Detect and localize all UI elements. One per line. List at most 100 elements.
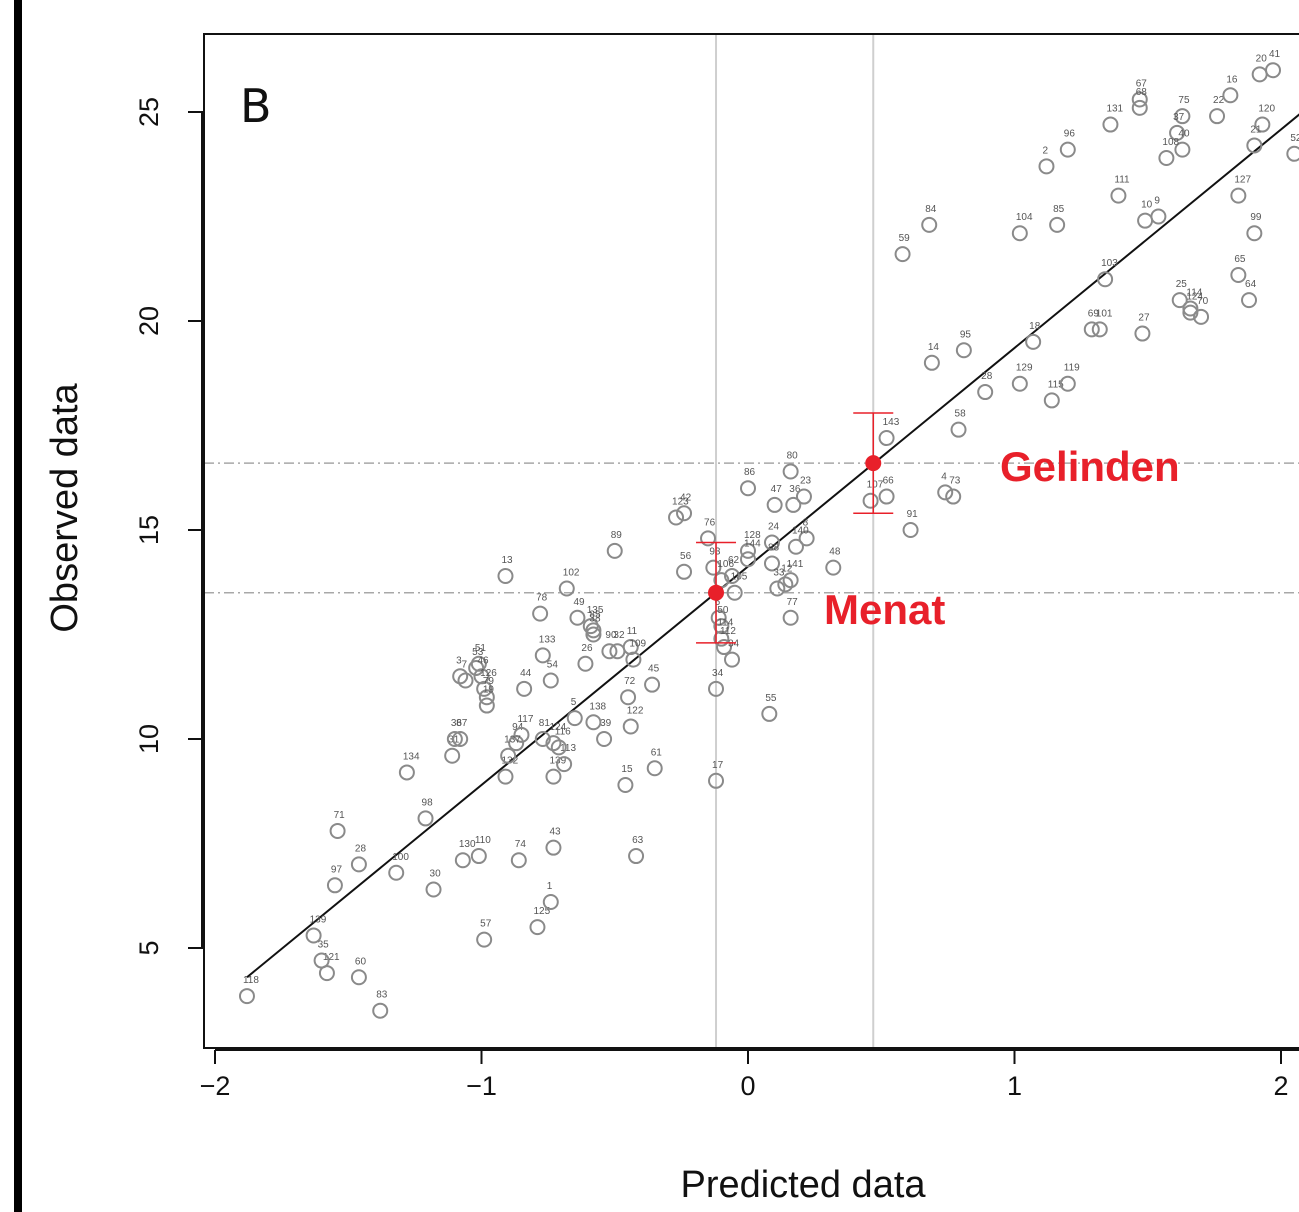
point-label-4: 4	[941, 471, 947, 482]
point-49	[569, 609, 586, 626]
highlight-point-menat	[708, 584, 725, 601]
point-label-2: 2	[1042, 145, 1048, 156]
point-42	[676, 505, 693, 522]
highlight-label-gelinden: Gelinden	[1000, 443, 1180, 490]
point-label-54: 54	[547, 659, 559, 670]
point-36	[446, 731, 463, 747]
y-tick-label-15: 15	[134, 515, 164, 545]
point-59	[894, 246, 911, 263]
y-tick-label-20: 20	[134, 306, 164, 336]
y-axis: 5 10 15 20 25	[134, 97, 204, 956]
point-45	[644, 676, 661, 693]
point-label-106: 106	[717, 559, 734, 570]
point-111	[1110, 187, 1127, 204]
point-label-121: 121	[323, 952, 340, 963]
point-97	[326, 877, 343, 894]
point-102	[558, 580, 575, 597]
point-label-138: 138	[589, 701, 606, 712]
point-label-101: 101	[1096, 308, 1113, 319]
y-tick-label-5: 5	[134, 940, 164, 955]
point-label-20: 20	[1256, 53, 1268, 64]
point-81	[534, 731, 551, 747]
point-label-72: 72	[624, 676, 636, 687]
point-2	[1038, 158, 1055, 175]
point-label-102: 102	[563, 568, 580, 579]
point-125	[529, 919, 546, 936]
point-128	[740, 542, 756, 559]
point-99	[1246, 225, 1263, 242]
point-label-18: 18	[1029, 321, 1041, 332]
point-23	[795, 488, 812, 505]
x-tick-label--2: −2	[200, 1071, 231, 1101]
point-label-93: 93	[709, 547, 721, 558]
x-tick-label--1: −1	[466, 1071, 497, 1101]
reference-lines	[204, 34, 1299, 1048]
point-27	[1134, 325, 1151, 342]
point-117	[513, 726, 530, 743]
point-label-79: 79	[483, 676, 495, 687]
point-label-57: 57	[480, 919, 492, 930]
point-118	[238, 988, 255, 1005]
point-54	[542, 672, 559, 689]
point-90	[601, 643, 618, 660]
point-label-51: 51	[475, 643, 487, 654]
point-137	[500, 747, 517, 764]
point-60	[350, 969, 367, 986]
point-label-119: 119	[1064, 363, 1080, 374]
point-label-104: 104	[1016, 212, 1033, 223]
point-label-127: 127	[1234, 175, 1251, 186]
point-label-91: 91	[907, 509, 919, 520]
point-126	[476, 680, 493, 697]
point-label-12: 12	[781, 563, 793, 574]
point-139	[305, 927, 322, 944]
point-104	[1011, 225, 1028, 242]
point-103	[1097, 271, 1114, 288]
point-label-98: 98	[422, 797, 434, 808]
point-98	[417, 810, 434, 827]
point-label-117: 117	[517, 714, 533, 725]
point-47	[766, 496, 783, 513]
point-label-52: 52	[1290, 133, 1299, 144]
point-label-115: 115	[1048, 379, 1064, 390]
point-label-124b: 124	[1186, 292, 1203, 303]
point-16	[1222, 87, 1239, 104]
y-tick-label-10: 10	[134, 724, 164, 754]
point-31	[444, 747, 461, 764]
point-116	[550, 739, 567, 756]
point-label-34: 34	[712, 668, 724, 679]
point-label-25: 25	[1176, 279, 1188, 290]
point-label-37: 37	[1173, 112, 1185, 123]
point-107	[862, 492, 879, 509]
point-label-69: 69	[1088, 308, 1100, 319]
point-label-90: 90	[605, 630, 617, 641]
point-143	[878, 430, 895, 447]
point-label-30: 30	[430, 868, 442, 879]
point-105	[726, 584, 743, 601]
point-26	[577, 655, 594, 672]
point-76	[700, 530, 717, 547]
point-label-135: 135	[587, 605, 604, 616]
point-75	[1174, 108, 1191, 125]
point-label-132: 132	[501, 756, 518, 767]
point-label-107: 107	[867, 480, 884, 491]
point-label-133: 133	[539, 634, 556, 645]
point-21	[1246, 137, 1263, 154]
point-93	[705, 559, 722, 576]
point-label-67: 67	[1136, 78, 1148, 89]
point-113	[556, 756, 573, 773]
point-119	[1059, 375, 1076, 392]
point-label-120: 120	[1258, 104, 1275, 115]
point-label-65: 65	[1234, 254, 1246, 265]
point-43	[545, 839, 562, 856]
point-109	[625, 651, 642, 668]
highlight-label-menat: Menat	[824, 586, 945, 633]
point-19	[478, 697, 495, 714]
point-96	[1059, 141, 1076, 158]
point-114	[713, 630, 730, 647]
left-border-rule	[14, 0, 22, 1212]
point-50	[713, 618, 730, 635]
point-label-58: 58	[955, 409, 967, 420]
y-axis-title: Observed data	[44, 383, 86, 633]
point-34b	[724, 651, 741, 668]
